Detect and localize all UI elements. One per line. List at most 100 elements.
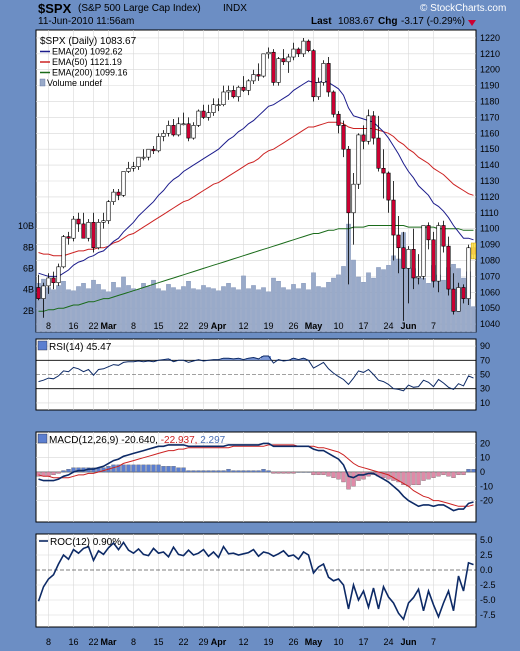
price-x-label: Apr	[211, 321, 227, 331]
rsi-tick-label: 90	[480, 341, 490, 351]
candle-body	[291, 48, 296, 58]
candle-body	[326, 63, 331, 93]
volume-bar	[291, 284, 296, 333]
macd-histogram-bar	[351, 471, 356, 487]
volume-bar	[311, 272, 316, 333]
rsi-title: RSI(14) 45.47	[49, 342, 112, 353]
macd-histogram-bar	[241, 470, 246, 473]
candle-body	[191, 125, 196, 139]
price-x-label: 29	[198, 321, 208, 331]
candle-body	[441, 225, 446, 247]
macd-histogram-bar	[306, 471, 311, 473]
macd-histogram-bar	[276, 471, 281, 474]
volume-bar	[116, 287, 121, 333]
macd-histogram-bar	[56, 471, 61, 474]
price-tick-label: 1050	[480, 303, 500, 313]
volume-bar	[361, 282, 366, 333]
candle-body	[91, 222, 96, 249]
candle-body	[51, 277, 56, 284]
rsi-overbought-fill	[231, 358, 236, 361]
rsi-tick-label: 10	[480, 398, 490, 408]
price-tick-label: 1140	[480, 160, 499, 170]
rsi-legend-swatch	[37, 340, 48, 351]
legend-ema: EMA(200) 1099.16	[52, 68, 128, 78]
price-tick-label: 1130	[480, 176, 499, 186]
candle-body	[281, 58, 286, 63]
candle-body	[286, 56, 291, 63]
macd-tick-label: 10	[480, 453, 490, 463]
candle-body	[96, 222, 101, 249]
macd-title-part: 2.297	[197, 435, 225, 446]
volume-bar	[296, 288, 301, 333]
macd-histogram-bar	[161, 466, 166, 473]
macd-histogram-bar	[291, 471, 296, 474]
candle-body	[421, 225, 426, 277]
candle-body	[126, 167, 131, 172]
price-x-label: 26	[288, 321, 298, 331]
candle-body	[306, 40, 311, 51]
volume-bar	[131, 288, 136, 333]
price-tick-label: 1220	[480, 33, 500, 43]
volume-bar	[121, 276, 126, 333]
volume-bar	[286, 289, 291, 333]
rsi-tick-label: 30	[480, 384, 490, 394]
candle-body	[436, 225, 441, 282]
macd-histogram-bar	[446, 471, 451, 477]
macd-histogram-bar	[141, 464, 146, 473]
volume-bar	[76, 286, 81, 333]
candle-body	[401, 247, 406, 269]
volume-bar	[71, 290, 76, 333]
rsi-tick-label: 70	[480, 355, 490, 365]
price-x-label: Mar	[100, 321, 117, 331]
candle-body	[76, 218, 81, 225]
price-tick-label: 1090	[480, 240, 500, 250]
candle-body	[46, 277, 51, 287]
volume-bar	[211, 288, 216, 333]
macd-histogram-bar	[416, 471, 421, 486]
macd-title-part: MACD(12,26,9) -20.640,	[49, 435, 158, 446]
macd-histogram-bar	[61, 470, 66, 473]
rsi-overbought-fill	[236, 358, 241, 361]
macd-histogram-bar	[116, 464, 121, 473]
volume-bar	[351, 259, 356, 333]
macd-histogram-bar	[151, 464, 156, 473]
macd-histogram-bar	[266, 470, 271, 473]
volume-bar	[196, 289, 201, 333]
price-tick-label: 1110	[480, 208, 499, 218]
macd-histogram-bar	[331, 471, 336, 478]
candle-body	[151, 148, 156, 152]
candle-body	[171, 125, 176, 136]
macd-histogram-bar	[216, 470, 221, 473]
volume-bar	[336, 274, 341, 333]
macd-histogram-bar	[321, 471, 326, 476]
volume-bar	[421, 277, 426, 333]
price-tick-label: 1200	[480, 65, 500, 75]
volume-bar	[316, 286, 321, 333]
chg-value: -3.17 (-0.29%)	[401, 16, 465, 27]
candle-body	[271, 51, 276, 83]
volume-bar	[106, 291, 111, 333]
last-price-marker	[470, 242, 477, 260]
volume-bar	[206, 287, 211, 333]
volume-bar	[66, 289, 71, 333]
legend-volume: Volume undef	[47, 78, 103, 88]
price-tick-label: 1060	[480, 287, 500, 297]
candle-body	[416, 276, 421, 279]
candle-body	[121, 171, 126, 196]
price-x-label: 12	[238, 321, 248, 331]
volume-bar	[186, 281, 191, 333]
price-x-label: 22	[88, 321, 98, 331]
volume-tick-label: 6B	[23, 264, 34, 274]
volume-bar	[221, 286, 226, 333]
macd-histogram-bar	[451, 471, 456, 478]
price-x-label: 15	[153, 321, 163, 331]
candle-body	[206, 112, 211, 118]
rsi-overbought-fill	[226, 358, 231, 361]
candle-body	[156, 136, 161, 152]
candle-body	[266, 51, 271, 55]
candle-body	[466, 247, 471, 299]
last-label: Last	[311, 16, 332, 27]
volume-bar	[416, 276, 421, 333]
candle-body	[406, 249, 411, 269]
ema20-line	[38, 80, 474, 277]
